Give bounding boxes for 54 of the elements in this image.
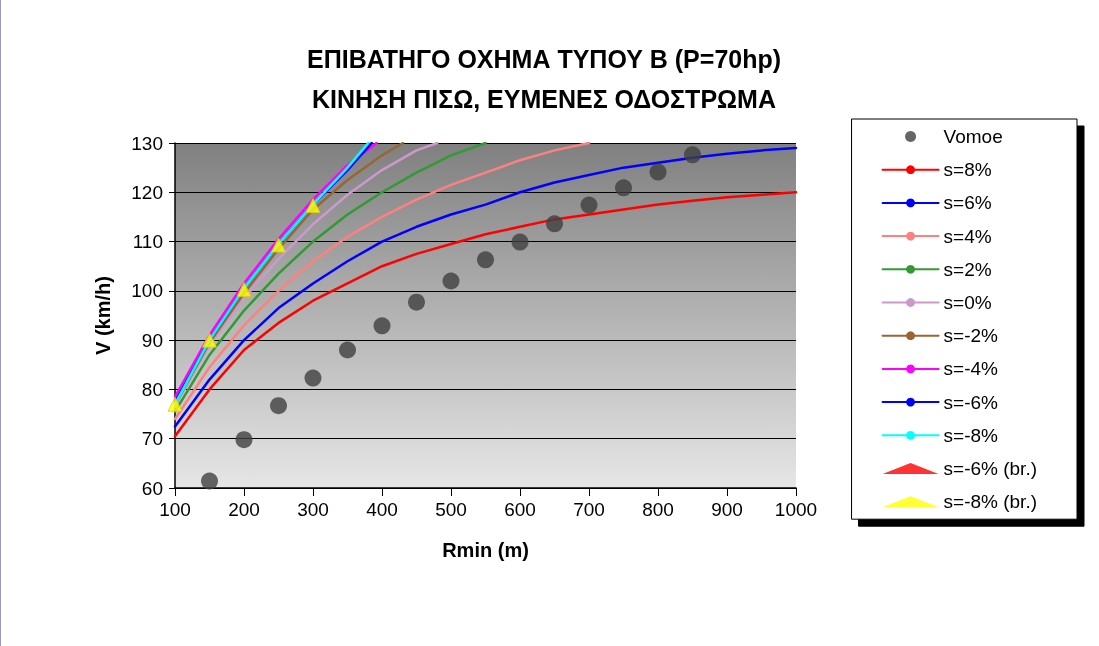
- line-series: [173, 141, 591, 421]
- x-axis-title: Rmin (m): [442, 539, 529, 561]
- legend-label: s=4%: [943, 225, 992, 247]
- legend-label: s=-6% (br.): [943, 458, 1038, 479]
- y-tick-label: 110: [132, 231, 163, 253]
- point: [546, 215, 563, 233]
- x-tick-label: 600: [504, 499, 536, 520]
- point: [408, 293, 425, 311]
- legend-label: s=-6%: [943, 391, 999, 413]
- point: [305, 198, 321, 214]
- y-axis-title: V (km/h): [92, 276, 114, 355]
- point: [684, 146, 701, 164]
- point: [271, 237, 286, 253]
- legend-label: s=-8% (br.): [943, 491, 1038, 513]
- point: [304, 369, 322, 387]
- point: [373, 317, 391, 335]
- x-tick-label: 500: [435, 499, 467, 520]
- point: [580, 196, 598, 214]
- legend-label: s=2%: [943, 258, 992, 280]
- y-tick-label: 90: [141, 329, 163, 351]
- legend-label: s=8%: [943, 159, 992, 181]
- point: [236, 281, 252, 297]
- x-tick-label: 400: [366, 499, 398, 520]
- legend-label: s=0%: [943, 292, 992, 313]
- x-tick-label: 200: [228, 499, 260, 520]
- x-tick-label: 900: [711, 499, 743, 520]
- legend-label: s=-4%: [943, 358, 999, 380]
- y-tick-label: 60: [141, 477, 163, 499]
- chart-title: ΕΠΙΒΑΤΗΓΟ ΟΧΗΜΑ ΤΥΠΟΥ Β (P=70hp) ΚΙΝΗΣΗ ΠΙΣΩ, ΕΥΜΕΝΕΣ ΟΔΟΣΤΡΩΜΑ: [306, 45, 782, 113]
- point: [235, 431, 253, 449]
- y-tick-label: 100: [131, 280, 163, 302]
- x-tick-label: 800: [642, 499, 674, 520]
- point: [477, 251, 494, 269]
- point: [270, 397, 287, 415]
- point: [615, 179, 632, 197]
- point: [201, 472, 218, 490]
- legend-label: s=-8%: [943, 424, 999, 446]
- y-tick-label: 120: [131, 181, 163, 203]
- point: [442, 272, 460, 290]
- x-tick-label: 300: [297, 499, 329, 520]
- x-tick-label: 1000: [774, 499, 818, 520]
- y-tick-label: 70: [141, 428, 163, 450]
- x-tick-label: 100: [159, 499, 191, 520]
- point: [202, 332, 217, 348]
- legend-label: s=-2%: [943, 325, 999, 347]
- point: [167, 396, 183, 412]
- y-tick-label: 80: [141, 378, 163, 400]
- x-tick-label: 700: [573, 499, 605, 520]
- point: [339, 341, 356, 359]
- point: [511, 233, 529, 251]
- legend-label: Vomoe: [943, 126, 1003, 147]
- legend-label: s=6%: [943, 192, 992, 214]
- y-tick-label: 130: [131, 132, 163, 154]
- point: [649, 163, 667, 181]
